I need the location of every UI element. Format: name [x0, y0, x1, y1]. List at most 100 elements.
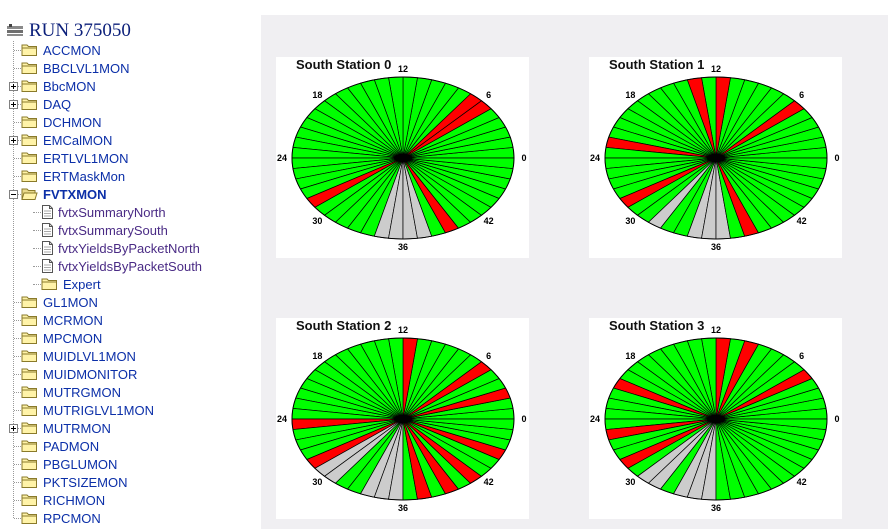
wedge-label: 0 — [521, 153, 526, 163]
wedge-label: 24 — [590, 414, 600, 424]
wedge-label: 42 — [484, 477, 494, 487]
tree-item-label: ACCMON — [43, 42, 101, 58]
document-icon — [42, 241, 53, 255]
tree-folder-item[interactable]: PBGLUMON — [21, 455, 117, 473]
tree-folder-item[interactable]: MCRMON — [21, 311, 103, 329]
folder-icon — [21, 440, 37, 452]
tree-item-label: ERTMaskMon — [43, 168, 126, 184]
folder-icon — [21, 152, 37, 164]
folder-icon — [41, 278, 57, 290]
panel-title: South Station 2 — [296, 318, 392, 333]
folder-icon — [21, 494, 37, 506]
station-wedge-plot-3: 12 6 0 42 36 30 24 18 — [590, 325, 840, 513]
document-icon — [42, 259, 53, 273]
folder-icon — [21, 296, 37, 308]
tree-leaf-item[interactable]: fvtxYieldsByPacketNorth — [41, 239, 200, 257]
tree-folder-item[interactable]: RPCMON — [21, 509, 101, 527]
document-icon — [42, 205, 53, 219]
expand-icon[interactable] — [9, 136, 18, 145]
tree-folder-item[interactable]: ERTMaskMon — [21, 167, 125, 185]
folder-icon — [21, 458, 37, 470]
wedge-label: 0 — [521, 414, 526, 424]
folder-icon — [21, 404, 37, 416]
folder-icon — [21, 422, 37, 434]
center-hub — [707, 415, 725, 423]
wedge-label: 12 — [711, 64, 721, 74]
center-hub — [394, 415, 412, 423]
tree-folder-item[interactable]: DAQ — [21, 95, 71, 113]
expand-icon[interactable] — [9, 424, 18, 433]
wedge-label: 42 — [797, 216, 807, 226]
station-panel-3: South Station 3 12 6 0 42 36 30 24 18 — [589, 318, 842, 519]
tree-item-label: MUIDMONITOR — [43, 366, 138, 382]
tree-folder-item[interactable]: MPCMON — [21, 329, 102, 347]
tree-item-label: DCHMON — [43, 114, 102, 130]
wedge-label: 24 — [590, 153, 600, 163]
wedge-label: 36 — [711, 503, 721, 513]
tree-folder-item[interactable]: BbcMON — [21, 77, 96, 95]
collapse-icon[interactable] — [9, 190, 18, 199]
wedge-label: 0 — [834, 414, 839, 424]
station-panel-0: South Station 0 12 6 0 42 36 30 24 18 — [276, 57, 529, 258]
tree-item-label: ERTLVL1MON — [43, 150, 129, 166]
tree-folder-item[interactable]: EMCalMON — [21, 131, 112, 149]
wedge-label: 36 — [398, 242, 408, 252]
station-panel-1: South Station 1 12 6 0 42 36 30 24 18 — [589, 57, 842, 258]
tree-leaf-item[interactable]: fvtxSummaryNorth — [41, 203, 166, 221]
tree-item-label: PADMON — [43, 438, 100, 454]
plot-rim — [604, 76, 828, 240]
wedge-label: 24 — [277, 153, 287, 163]
tree-folder-item[interactable]: MUIDLVL1MON — [21, 347, 136, 365]
tree-leaf-item[interactable]: fvtxSummarySouth — [41, 221, 168, 239]
expand-icon[interactable] — [9, 82, 18, 91]
folder-open-icon — [21, 188, 38, 200]
tree-folder-item[interactable]: DCHMON — [21, 113, 102, 131]
folder-icon — [21, 476, 37, 488]
tree-folder-item[interactable]: FVTXMON — [21, 185, 107, 203]
tree-folder-item[interactable]: MUTRIGLVL1MON — [21, 401, 154, 419]
expand-icon[interactable] — [9, 100, 18, 109]
tree-folder-item[interactable]: BBCLVL1MON — [21, 59, 129, 77]
wedge-label: 24 — [277, 414, 287, 424]
tree-leaf-item[interactable]: fvtxYieldsByPacketSouth — [41, 257, 202, 275]
folder-icon — [21, 170, 37, 182]
run-icon — [7, 24, 23, 36]
tree-folder-item[interactable]: RICHMON — [21, 491, 105, 509]
wedge-label: 6 — [486, 90, 491, 100]
tree-item-label: MCRMON — [43, 312, 103, 328]
folder-icon — [21, 116, 37, 128]
tree-folder-item[interactable]: MUTRGMON — [21, 383, 121, 401]
folder-icon — [21, 134, 37, 146]
run-title-text: RUN 375050 — [29, 20, 131, 41]
tree-item-label: fvtxSummaryNorth — [58, 204, 166, 220]
panel-title: South Station 3 — [609, 318, 705, 333]
folder-icon — [21, 44, 37, 56]
station-wedge-plot-1: 12 6 0 42 36 30 24 18 — [590, 64, 840, 252]
tree-folder-item[interactable]: ACCMON — [21, 41, 101, 59]
tree-folder-item[interactable]: Expert — [41, 275, 101, 293]
tree-folder-item[interactable]: PKTSIZEMON — [21, 473, 128, 491]
tree-item-label: MUIDLVL1MON — [43, 348, 136, 364]
tree-folder-item[interactable]: MUIDMONITOR — [21, 365, 137, 383]
tree-item-label: EMCalMON — [43, 132, 113, 148]
tree-folder-item[interactable]: PADMON — [21, 437, 99, 455]
plot-rim — [291, 76, 515, 240]
wedge-label: 12 — [398, 325, 408, 335]
folder-icon — [21, 80, 37, 92]
wedge-label: 6 — [799, 351, 804, 361]
run-title[interactable]: RUN 375050 — [6, 20, 131, 42]
folder-icon — [21, 314, 37, 326]
tree-folder-item[interactable]: GL1MON — [21, 293, 98, 311]
station-panel-2: South Station 2 12 6 0 42 36 30 24 18 — [276, 318, 529, 519]
panel-title: South Station 0 — [296, 57, 392, 72]
wedge-label: 18 — [625, 90, 635, 100]
tree-item-label: FVTXMON — [43, 186, 107, 202]
tree-item-label: fvtxYieldsByPacketSouth — [58, 258, 203, 274]
folder-icon — [21, 386, 37, 398]
tree-item-label: GL1MON — [43, 294, 98, 310]
plot-rim — [604, 337, 828, 501]
plots-area: South Station 0 12 6 0 42 36 30 24 18 South Sta… — [261, 15, 888, 529]
tree-folder-item[interactable]: ERTLVL1MON — [21, 149, 129, 167]
tree-folder-item[interactable]: MUTRMON — [21, 419, 111, 437]
tree-item-label: BbcMON — [43, 78, 96, 94]
